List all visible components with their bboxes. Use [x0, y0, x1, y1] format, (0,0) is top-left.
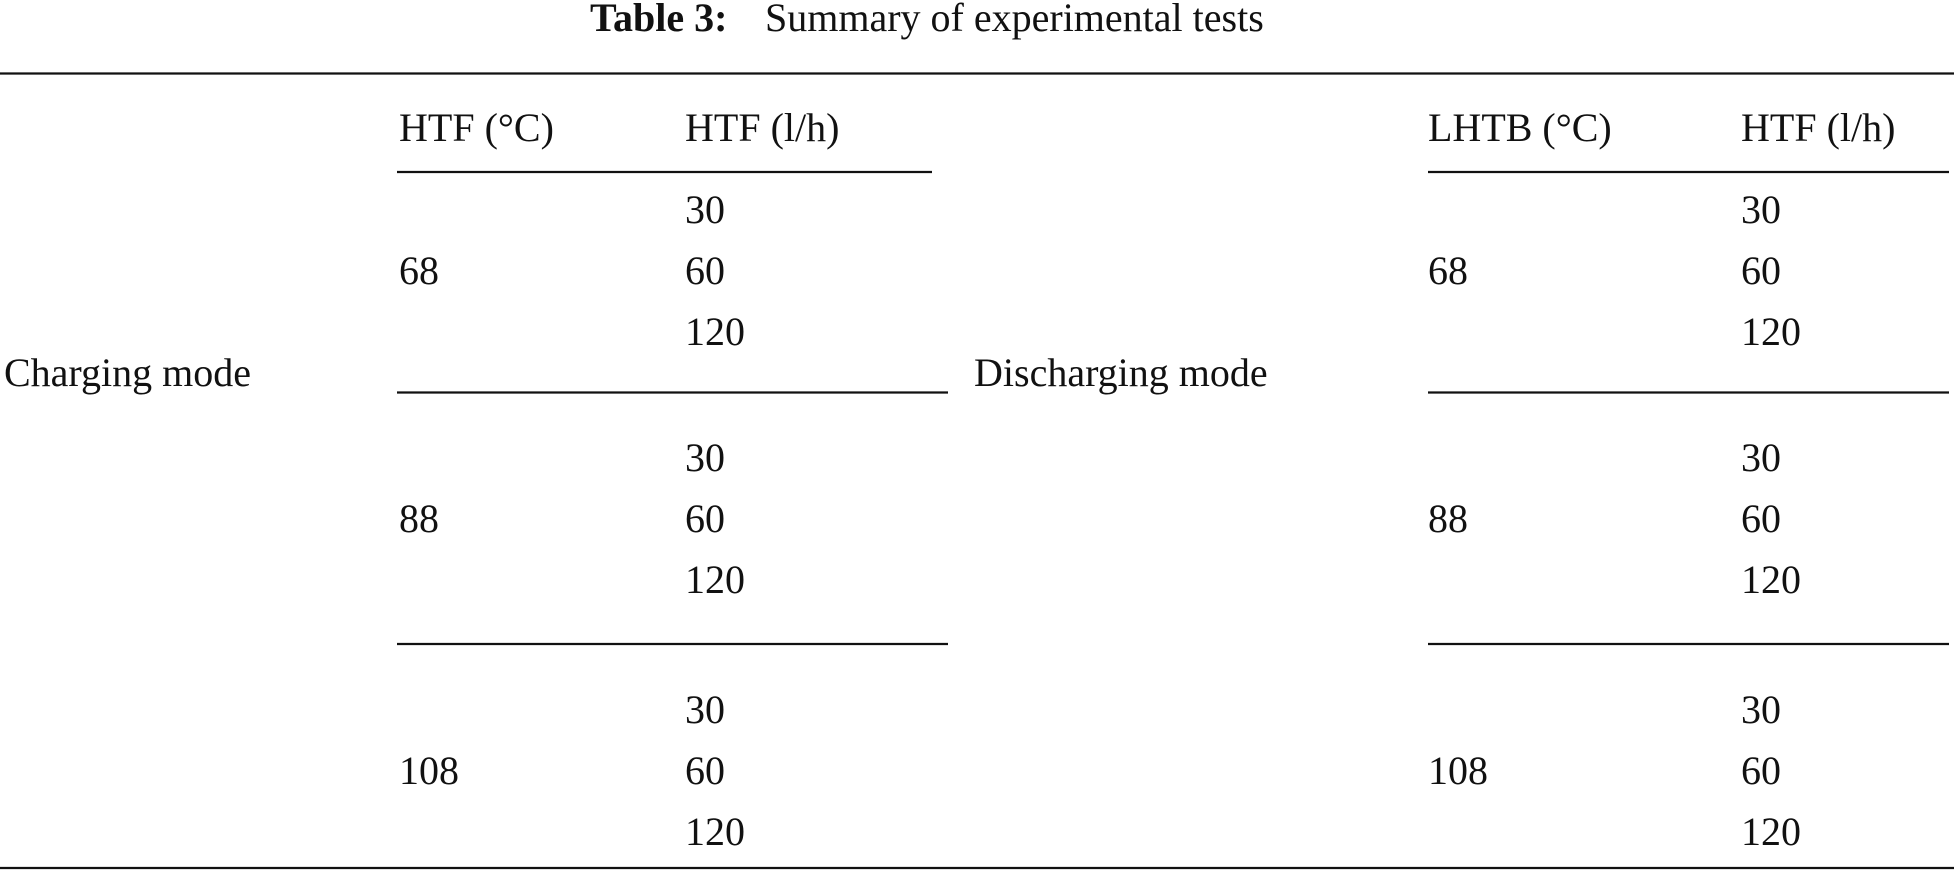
temperature-cell: 108	[399, 748, 459, 793]
flow-cell: 30	[1741, 687, 1781, 732]
temperature-cell: 68	[1428, 248, 1468, 293]
temperature-cell: 108	[1428, 748, 1488, 793]
caption-text: Summary of experimental tests	[765, 0, 1264, 40]
flow-cell: 60	[685, 748, 725, 793]
flow-cell: 30	[685, 187, 725, 232]
flow-cell: 60	[685, 248, 725, 293]
flow-cell: 30	[1741, 187, 1781, 232]
mode-label: Charging mode	[4, 350, 251, 395]
temperature-cell: 88	[1428, 496, 1468, 541]
flow-cell: 120	[1741, 309, 1801, 354]
flow-cell: 60	[1741, 496, 1781, 541]
flow-cell: 30	[685, 435, 725, 480]
caption-label: Table 3:	[590, 0, 727, 40]
flow-cell: 120	[1741, 557, 1801, 602]
column-header: LHTB (°C)	[1428, 105, 1612, 150]
temperature-cell: 88	[399, 496, 439, 541]
flow-cell: 60	[685, 496, 725, 541]
flow-cell: 60	[1741, 748, 1781, 793]
flow-cell: 120	[685, 309, 745, 354]
flow-cell: 120	[685, 809, 745, 854]
column-header: HTF (l/h)	[1741, 105, 1895, 150]
flow-cell: 120	[685, 557, 745, 602]
temperature-cell: 68	[399, 248, 439, 293]
column-header: HTF (°C)	[399, 105, 554, 150]
flow-cell: 30	[685, 687, 725, 732]
flow-cell: 30	[1741, 435, 1781, 480]
mode-label: Discharging mode	[974, 350, 1268, 395]
flow-cell: 60	[1741, 248, 1781, 293]
column-header: HTF (l/h)	[685, 105, 839, 150]
flow-cell: 120	[1741, 809, 1801, 854]
